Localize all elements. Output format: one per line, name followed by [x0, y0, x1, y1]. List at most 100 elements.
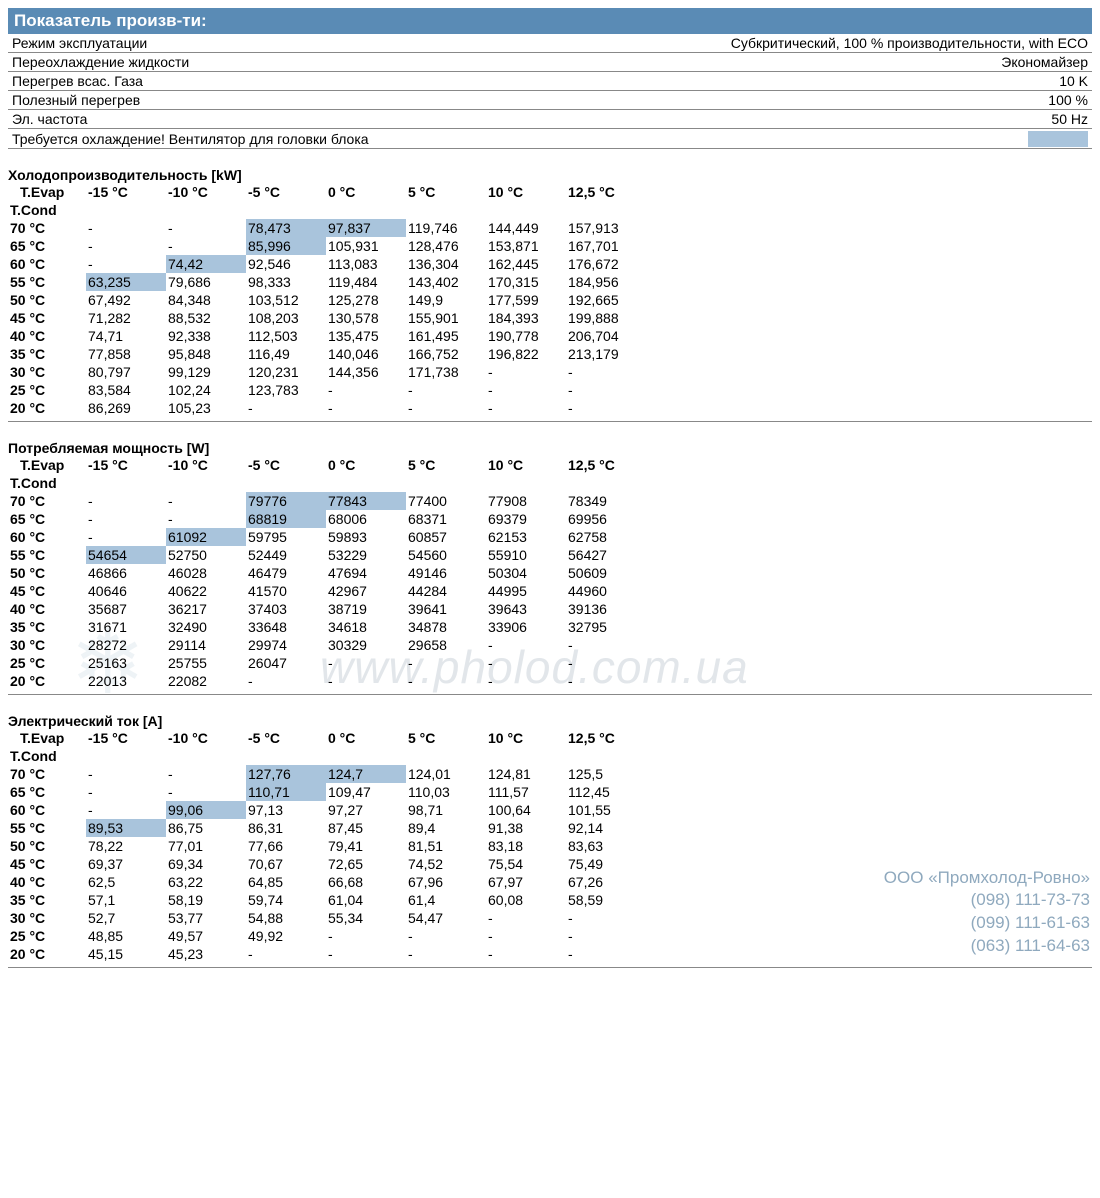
- data-cell: 105,931: [326, 237, 406, 255]
- table-row: 40 °C62,563,2264,8566,6867,9667,9767,26: [8, 873, 646, 891]
- data-cell: 41570: [246, 582, 326, 600]
- table-row: 60 °C-99,0697,1397,2798,71100,64101,55: [8, 801, 646, 819]
- data-cell: 112,45: [566, 783, 646, 801]
- data-cell: 61,4: [406, 891, 486, 909]
- data-cell: 89,4: [406, 819, 486, 837]
- data-cell: 46866: [86, 564, 166, 582]
- evap-col-header: 5 °C: [406, 456, 486, 474]
- table-row: 50 °C78,2277,0177,6679,4181,5183,1883,63: [8, 837, 646, 855]
- data-cell: 52,7: [86, 909, 166, 927]
- cond-value: 70 °C: [8, 219, 86, 237]
- table-row: 60 °C-74,4292,546113,083136,304162,44517…: [8, 255, 646, 273]
- evap-col-header: 10 °C: [486, 729, 566, 747]
- data-cell: 68819: [246, 510, 326, 528]
- data-cell: 176,672: [566, 255, 646, 273]
- table-row: 20 °C86,269105,23-----: [8, 399, 646, 417]
- data-cell: 44960: [566, 582, 646, 600]
- cond-value: 20 °C: [8, 672, 86, 690]
- data-cell: 77843: [326, 492, 406, 510]
- data-cell: 167,701: [566, 237, 646, 255]
- data-cell: 108,203: [246, 309, 326, 327]
- table-row: 45 °C69,3769,3470,6772,6574,5275,5475,49: [8, 855, 646, 873]
- data-cell: 29974: [246, 636, 326, 654]
- data-cell: 55,34: [326, 909, 406, 927]
- data-cell: 39136: [566, 600, 646, 618]
- data-cell: 39641: [406, 600, 486, 618]
- data-cell: 155,901: [406, 309, 486, 327]
- data-cell: -: [166, 492, 246, 510]
- data-cell: 54560: [406, 546, 486, 564]
- data-cell: -: [566, 654, 646, 672]
- evap-col-header: 0 °C: [326, 183, 406, 201]
- data-cell: 161,495: [406, 327, 486, 345]
- data-cell: 192,665: [566, 291, 646, 309]
- data-cell: -: [486, 672, 566, 690]
- data-cell: -: [566, 909, 646, 927]
- evap-col-header: -10 °C: [166, 456, 246, 474]
- data-cell: 22082: [166, 672, 246, 690]
- table-title: Потребляемая мощность [W]: [8, 440, 1092, 456]
- data-cell: 101,55: [566, 801, 646, 819]
- table-row: 65 °C--110,71109,47110,03111,57112,45: [8, 783, 646, 801]
- data-cell: 87,45: [326, 819, 406, 837]
- data-cell: 78,22: [86, 837, 166, 855]
- data-cell: 53,77: [166, 909, 246, 927]
- data-cell: -: [406, 381, 486, 399]
- data-cell: -: [406, 399, 486, 417]
- data-table: T.Evap-15 °C-10 °C-5 °C0 °C5 °C10 °C12,5…: [8, 729, 646, 963]
- data-cell: 77400: [406, 492, 486, 510]
- evap-col-header: -5 °C: [246, 729, 326, 747]
- data-cell: -: [246, 945, 326, 963]
- cond-value: 65 °C: [8, 237, 86, 255]
- data-cell: 67,96: [406, 873, 486, 891]
- evap-col-header: -5 °C: [246, 183, 326, 201]
- data-cell: 40622: [166, 582, 246, 600]
- data-cell: 140,046: [326, 345, 406, 363]
- data-cell: 67,26: [566, 873, 646, 891]
- cond-value: 25 °C: [8, 381, 86, 399]
- data-cell: 128,476: [406, 237, 486, 255]
- data-cell: -: [486, 636, 566, 654]
- data-cell: 79,41: [326, 837, 406, 855]
- data-cell: 113,083: [326, 255, 406, 273]
- cond-value: 30 °C: [8, 909, 86, 927]
- data-cell: 199,888: [566, 309, 646, 327]
- table-row: 30 °C2827229114299743032929658--: [8, 636, 646, 654]
- data-table: T.Evap-15 °C-10 °C-5 °C0 °C5 °C10 °C12,5…: [8, 456, 646, 690]
- data-cell: 143,402: [406, 273, 486, 291]
- data-cell: 72,65: [326, 855, 406, 873]
- data-cell: 44995: [486, 582, 566, 600]
- data-cell: 29114: [166, 636, 246, 654]
- cond-value: 20 °C: [8, 399, 86, 417]
- cond-value: 55 °C: [8, 546, 86, 564]
- cond-label: T.Cond: [8, 474, 86, 492]
- cond-value: 60 °C: [8, 801, 86, 819]
- data-cell: -: [246, 672, 326, 690]
- data-cell: -: [406, 654, 486, 672]
- cond-value: 65 °C: [8, 510, 86, 528]
- data-cell: 125,5: [566, 765, 646, 783]
- data-cell: 66,68: [326, 873, 406, 891]
- cond-value: 60 °C: [8, 528, 86, 546]
- data-cell: 77,66: [246, 837, 326, 855]
- evap-col-header: 10 °C: [486, 456, 566, 474]
- data-cell: 54,47: [406, 909, 486, 927]
- table-title: Электрический ток [A]: [8, 713, 1092, 729]
- data-cell: 56427: [566, 546, 646, 564]
- data-cell: 60,08: [486, 891, 566, 909]
- cond-value: 40 °C: [8, 600, 86, 618]
- data-cell: 206,704: [566, 327, 646, 345]
- cond-value: 35 °C: [8, 345, 86, 363]
- data-cell: 50609: [566, 564, 646, 582]
- evap-col-header: -15 °C: [86, 456, 166, 474]
- cond-value: 25 °C: [8, 927, 86, 945]
- data-cell: 34618: [326, 618, 406, 636]
- param-label: Полезный перегрев: [8, 91, 373, 110]
- param-label: Режим эксплуатации: [8, 34, 373, 53]
- data-cell: 59,74: [246, 891, 326, 909]
- data-cell: 47694: [326, 564, 406, 582]
- cond-value: 50 °C: [8, 837, 86, 855]
- data-cell: 31671: [86, 618, 166, 636]
- data-cell: -: [86, 801, 166, 819]
- cond-value: 60 °C: [8, 255, 86, 273]
